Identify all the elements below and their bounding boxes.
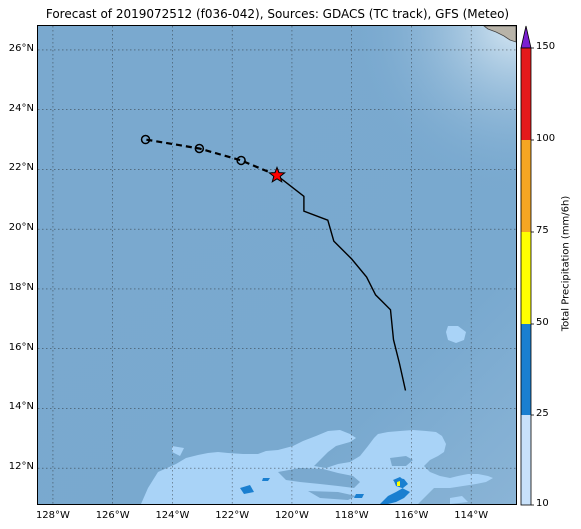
map-title: Forecast of 2019072512 (f036-042), Sourc… [45,7,510,21]
colorbar-tick-label: 25 [536,408,549,419]
colorbar-extend-triangle [520,25,532,49]
colorbar [520,24,534,506]
lat-tick-label: 20°N [8,222,34,234]
colorbar-segment-25-50 [521,324,531,415]
forecast-position-marker [194,143,205,154]
precip-gaps [278,456,413,500]
colorbar-title: Total Precipitation (mm/6h) [560,195,572,332]
colorbar-tick-label: 50 [536,317,549,328]
colorbar-segment-10-25 [521,415,531,505]
colorbar-tick-label: 75 [536,225,549,236]
lon-tick-label: 114°W [454,510,489,521]
colorbar-tick-label: 10 [536,498,549,509]
lat-tick-label: 26°N [8,42,34,54]
lat-tick-label: 16°N [8,341,34,353]
lat-tick-label: 24°N [8,102,34,114]
past-track-line [276,174,407,391]
lon-tick-label: 124°W [155,510,190,521]
colorbar-segment-100-150 [521,48,531,140]
map-canvas[interactable] [38,26,516,504]
lat-tick-label: 12°N [8,461,34,473]
colorbar-tick-label: 100 [536,133,556,144]
lon-tick-label: 120°W [274,510,309,521]
colorbar-tick-label: 150 [536,41,556,52]
precip-50-75 [397,481,400,486]
lat-tick-label: 18°N [8,281,34,293]
land-baja-california [483,26,516,43]
lon-tick-label: 122°W [215,510,250,521]
ocean-glow [38,26,516,504]
map-panel[interactable] [37,25,517,505]
current-position-star-icon [268,166,286,183]
colorbar-outline [520,47,532,506]
lon-tick-label: 128°W [35,510,70,521]
colorbar-graphic [520,25,534,506]
forecast-position-marker [236,155,246,166]
lon-tick-label: 118°W [334,510,369,521]
lat-tick-label: 22°N [8,162,34,174]
colorbar-segment-50-75 [521,232,531,324]
forecast-position-marker [140,134,151,145]
lon-tick-label: 116°W [394,510,429,521]
lat-tick-label: 14°N [8,401,34,413]
lon-tick-label: 126°W [95,510,130,521]
colorbar-segment-75-100 [521,140,531,232]
forecast-track-line [145,138,278,177]
